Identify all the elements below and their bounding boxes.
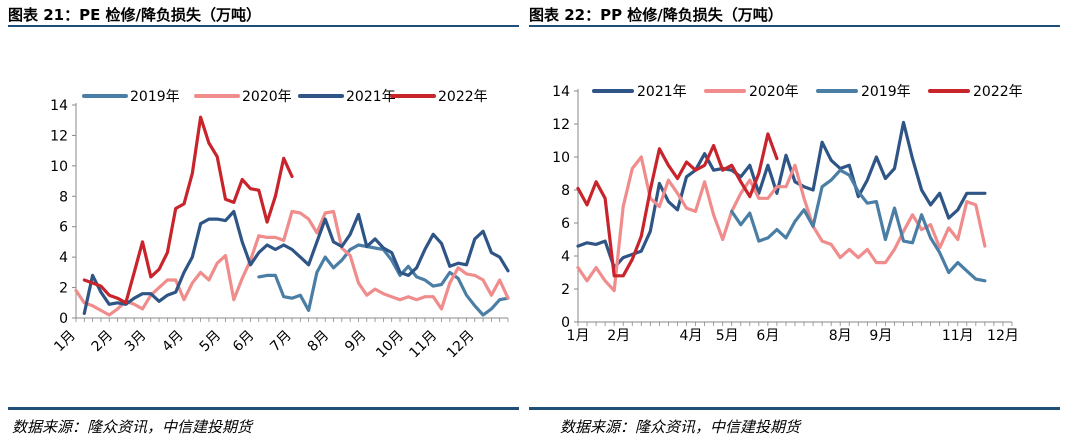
- pp-legend-label: 2021年: [637, 84, 687, 100]
- pp-y-tick-label: 0: [561, 315, 570, 331]
- pp-x-tick-label: 2月: [607, 328, 630, 344]
- left-chart-title: 图表 21：PE 检修/降负损失（万吨）: [8, 6, 262, 24]
- pe-y-tick-label: 10: [50, 159, 68, 175]
- pp-series-2019年: [730, 168, 987, 283]
- left-title-rule: [8, 25, 519, 27]
- pe-legend-label: 2022年: [438, 89, 488, 105]
- pp-x-tick-label: 8月: [829, 328, 852, 344]
- pp-series-2021年: [576, 120, 987, 270]
- pe-y-tick-label: 6: [59, 220, 68, 236]
- pp-x-tick-label: 9月: [869, 328, 892, 344]
- pe-series-2020年: [74, 209, 510, 317]
- pp-y-tick-label: 2: [561, 282, 570, 298]
- pe-x-tick-label: 3月: [122, 328, 150, 356]
- right-data-source: 数据来源：隆众资讯，中信建投期货: [560, 418, 801, 436]
- pp-y-tick-label: 12: [552, 117, 570, 133]
- pe-x-tick-label: 2月: [89, 328, 117, 356]
- pp-x-tick-label: 6月: [756, 328, 779, 344]
- pe-x-tick-label: 9月: [342, 328, 370, 356]
- right-title-rule: [529, 25, 1060, 27]
- pe-y-tick-label: 8: [59, 189, 68, 205]
- pp-legend-label: 2019年: [861, 84, 911, 100]
- pp-x-tick-label: 5月: [716, 328, 739, 344]
- pe-y-tick-label: 14: [50, 98, 68, 114]
- pe-x-tick-label: 12月: [444, 328, 478, 362]
- pe-x-tick-label: 11月: [406, 328, 440, 362]
- pp-x-tick-label: 1月: [567, 328, 590, 344]
- pp-y-tick-label: 6: [561, 216, 570, 232]
- pe-series-2022年: [82, 115, 294, 305]
- pp-series-2020年: [576, 155, 987, 293]
- pe-x-tick-label: 1月: [51, 328, 79, 356]
- pe-x-tick-label: 10月: [373, 328, 407, 362]
- pp-y-tick-label: 14: [552, 84, 570, 100]
- pe-y-tick-label: 0: [59, 311, 68, 327]
- pe-y-tick-label: 2: [59, 281, 68, 297]
- pp-x-tick-label: 4月: [680, 328, 703, 344]
- pe-y-tick-label: 4: [59, 250, 68, 266]
- pp-series-2022年: [576, 132, 779, 278]
- pp-x-tick-label: 12月: [987, 328, 1019, 344]
- pe-x-tick-label: 5月: [197, 328, 225, 356]
- pp-y-tick-label: 8: [561, 183, 570, 199]
- left-data-source: 数据来源：隆众资讯，中信建投期货: [12, 418, 253, 436]
- pe-x-tick-label: 8月: [305, 328, 333, 356]
- pe-y-tick-label: 12: [50, 128, 68, 144]
- pe-x-tick-label: 6月: [230, 328, 258, 356]
- pp-y-tick-label: 4: [561, 249, 570, 265]
- pe-legend-label: 2020年: [242, 89, 292, 105]
- pp-legend-label: 2022年: [973, 84, 1023, 100]
- pp-legend-label: 2020年: [749, 84, 799, 100]
- pe-legend-label: 2021年: [346, 89, 396, 105]
- pe-x-tick-label: 7月: [267, 328, 295, 356]
- pe-series-2021年: [82, 209, 510, 315]
- pe-legend-label: 2019年: [130, 89, 180, 105]
- right-chart-title: 图表 22：PP 检修/降负损失（万吨）: [529, 6, 783, 24]
- right-source-rule: [529, 407, 1060, 410]
- left-source-rule: [8, 407, 519, 410]
- pe-x-tick-label: 4月: [159, 328, 187, 356]
- pp-y-tick-label: 10: [552, 150, 570, 166]
- pp-x-tick-label: 11月: [942, 328, 974, 344]
